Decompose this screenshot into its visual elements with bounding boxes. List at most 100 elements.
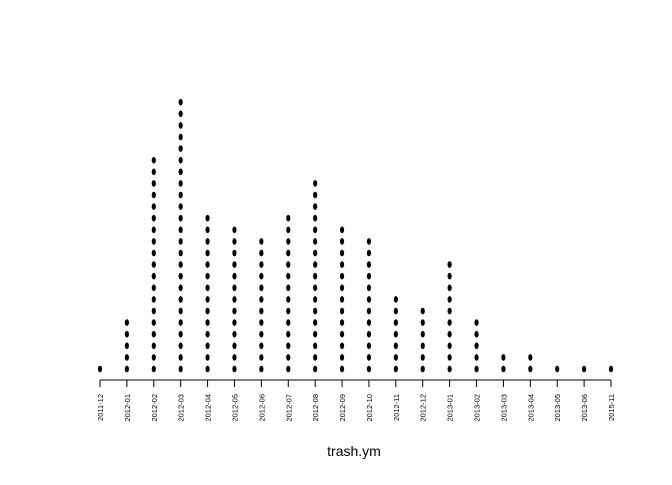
data-point	[178, 122, 183, 129]
x-tick-label: 2012-05	[230, 394, 239, 422]
x-tick-label: 2012-09	[338, 394, 347, 422]
data-point	[366, 272, 372, 280]
data-point	[151, 261, 156, 268]
data-point	[393, 342, 398, 350]
data-point	[232, 226, 237, 234]
dot-stack	[447, 261, 452, 373]
data-point	[339, 296, 345, 303]
data-point	[474, 319, 479, 326]
data-point	[232, 272, 237, 280]
data-point	[232, 365, 237, 373]
data-point	[232, 342, 237, 350]
data-point	[366, 354, 372, 361]
x-tick-label: 2012-04	[204, 394, 213, 422]
data-point	[339, 342, 345, 350]
dot-stack	[313, 180, 318, 373]
x-tick-label: 2013-04	[526, 394, 535, 422]
data-point	[178, 180, 183, 187]
data-point	[582, 365, 587, 373]
data-point	[286, 319, 291, 326]
data-point	[474, 342, 479, 350]
data-point	[178, 365, 183, 373]
data-point	[151, 319, 156, 326]
x-tick-label: 2012-01	[123, 394, 132, 422]
data-point	[259, 330, 264, 338]
data-point	[232, 330, 237, 338]
data-point	[151, 156, 156, 164]
data-point	[286, 365, 291, 373]
data-point	[339, 319, 345, 326]
data-point	[205, 261, 210, 268]
data-point	[420, 307, 425, 315]
data-point	[124, 319, 129, 326]
data-point	[178, 261, 183, 268]
x-tick-label: 2012-06	[257, 394, 266, 422]
data-point	[232, 284, 237, 292]
data-point	[232, 238, 237, 245]
data-point	[366, 238, 372, 245]
data-point	[366, 307, 372, 315]
data-point	[366, 296, 372, 303]
dot-stack	[232, 226, 237, 373]
x-axis-title: trash.ym	[327, 443, 381, 459]
data-point	[205, 319, 210, 326]
data-point	[474, 354, 479, 361]
data-point	[313, 261, 318, 268]
dot-stack	[474, 319, 479, 373]
dots-layer	[97, 98, 614, 373]
data-point	[393, 307, 398, 315]
data-point	[259, 261, 264, 268]
data-point	[313, 342, 318, 350]
data-point	[178, 133, 183, 141]
data-point	[501, 365, 506, 373]
data-point	[205, 238, 210, 245]
data-point	[313, 354, 318, 361]
x-tick-label: 2013-03	[499, 394, 508, 422]
data-point	[366, 319, 372, 326]
data-point	[151, 284, 156, 292]
data-point	[393, 330, 398, 338]
data-point	[232, 319, 237, 326]
data-point	[151, 249, 156, 257]
data-point	[151, 307, 156, 315]
data-point	[420, 354, 425, 361]
x-tick-label: 2012-08	[311, 394, 320, 422]
data-point	[447, 296, 452, 303]
data-point	[286, 284, 291, 292]
data-point	[313, 307, 318, 315]
data-point	[393, 296, 398, 303]
dot-stack	[205, 214, 210, 373]
data-point	[313, 191, 318, 199]
data-point	[205, 226, 210, 234]
data-point	[124, 330, 129, 338]
data-point	[178, 272, 183, 280]
dot-stack	[608, 365, 614, 373]
data-point	[313, 365, 318, 373]
data-point	[447, 307, 452, 315]
data-point	[178, 226, 183, 234]
data-point	[205, 214, 210, 222]
data-point	[178, 98, 183, 106]
data-point	[286, 226, 291, 234]
data-point	[232, 296, 237, 303]
data-point	[339, 330, 345, 338]
data-point	[151, 168, 156, 176]
data-point	[474, 365, 479, 373]
data-point	[178, 330, 183, 338]
data-point	[205, 307, 210, 315]
data-point	[528, 354, 533, 361]
data-point	[608, 365, 614, 373]
data-point	[259, 272, 264, 280]
x-tick-label: 2013-05	[553, 394, 562, 422]
data-point	[124, 342, 129, 350]
data-point	[151, 191, 156, 199]
data-point	[420, 319, 425, 326]
data-point	[313, 226, 318, 234]
data-point	[178, 249, 183, 257]
data-point	[286, 272, 291, 280]
dot-stack	[151, 156, 156, 373]
data-point	[286, 342, 291, 350]
data-point	[259, 284, 264, 292]
dot-stack	[528, 354, 533, 373]
